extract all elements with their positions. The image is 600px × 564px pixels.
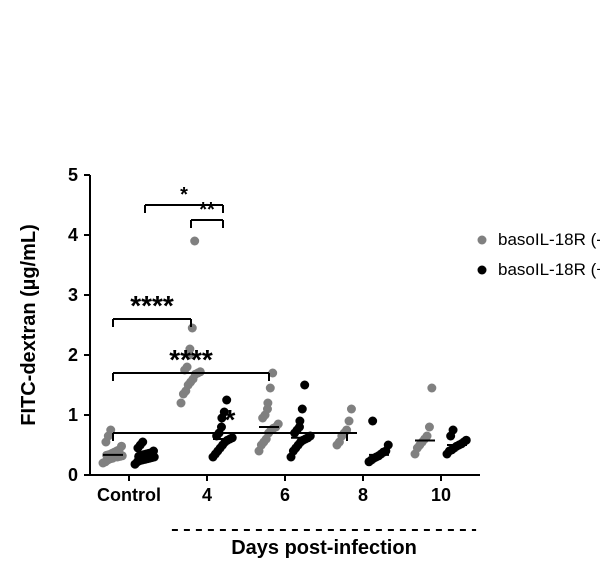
y-tick-label: 5 <box>68 165 78 185</box>
x-axis-label: Days post-infection <box>231 537 417 559</box>
data-point <box>449 426 458 435</box>
significance-label: * <box>180 184 188 206</box>
significance-label: * <box>225 404 236 435</box>
x-tick-label: 4 <box>202 485 212 505</box>
data-point <box>117 442 126 451</box>
data-point <box>425 423 434 432</box>
data-point <box>300 381 309 390</box>
y-tick-label: 0 <box>68 465 78 485</box>
data-point <box>138 438 147 447</box>
x-tick-label: 6 <box>280 485 290 505</box>
y-tick-label: 3 <box>68 285 78 305</box>
data-point <box>427 384 436 393</box>
data-point <box>295 417 304 426</box>
data-point <box>368 417 377 426</box>
y-tick-label: 4 <box>68 225 78 245</box>
significance-label: **** <box>169 344 213 375</box>
significance-label: **** <box>130 290 174 321</box>
data-point <box>190 237 199 246</box>
data-point <box>298 405 307 414</box>
y-tick-label: 2 <box>68 345 78 365</box>
data-point <box>384 441 393 450</box>
chart-svg: 0 1 2 3 4 5 Control 4 6 8 10 FITC-dextran (µg/mL) Da… <box>0 0 600 564</box>
legend-marker <box>478 236 487 245</box>
data-point <box>345 417 354 426</box>
data-point <box>423 432 432 441</box>
data-point <box>188 324 197 333</box>
y-axis-label: FITC-dextran (µg/mL) <box>18 224 40 426</box>
chart-container: 0 1 2 3 4 5 Control 4 6 8 10 FITC-dextran (µg/mL) Da… <box>0 0 600 564</box>
legend-label: basoIL-18R (+) <box>498 260 600 279</box>
data-point <box>263 399 272 408</box>
data-point <box>149 447 158 456</box>
legend-label: basoIL-18R (-) <box>498 230 600 249</box>
significance-label: ** <box>199 199 215 221</box>
legend-marker <box>478 266 487 275</box>
y-tick-label: 1 <box>68 405 78 425</box>
data-point <box>347 405 356 414</box>
x-tick-label: Control <box>97 485 161 505</box>
x-tick-label: 8 <box>358 485 368 505</box>
data-point <box>266 384 275 393</box>
data-point <box>462 436 471 445</box>
data-point <box>177 399 186 408</box>
x-tick-label: 10 <box>431 485 451 505</box>
